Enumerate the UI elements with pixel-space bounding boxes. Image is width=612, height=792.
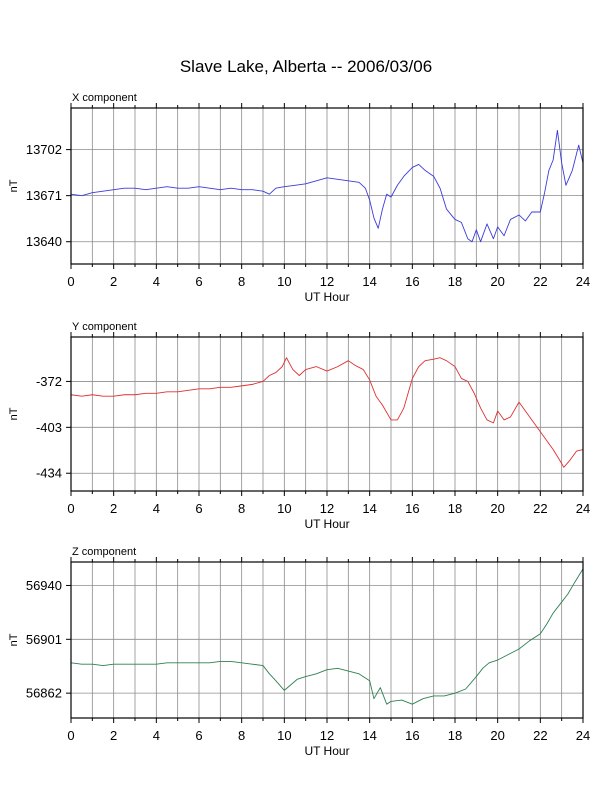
x-tick-label: 16: [405, 274, 419, 289]
x-axis-label: UT Hour: [304, 744, 349, 758]
x-tick-label: 22: [533, 274, 547, 289]
x-tick-label: 24: [576, 728, 590, 743]
x-tick-label: 18: [448, 274, 462, 289]
x-tick-label: 4: [153, 274, 160, 289]
x-tick-label: 2: [110, 274, 117, 289]
x-tick-label: 12: [320, 274, 334, 289]
x-tick-label: 20: [490, 728, 504, 743]
x-tick-label: 0: [67, 501, 74, 516]
panel-title: Y component: [72, 321, 137, 333]
data-series-line: [70, 568, 584, 705]
x-tick-label: 14: [362, 728, 376, 743]
y-tick-label: 13640: [26, 234, 62, 249]
data-series-line: [70, 357, 584, 468]
x-tick-label: 22: [533, 501, 547, 516]
panel-title: X component: [72, 92, 137, 104]
x-axis-label: UT Hour: [304, 290, 349, 304]
page-title: Slave Lake, Alberta -- 2006/03/06: [179, 57, 433, 76]
x-tick-label: 10: [277, 728, 291, 743]
x-tick-label: 22: [533, 728, 547, 743]
x-tick-label: 18: [448, 501, 462, 516]
x-tick-label: 6: [195, 501, 202, 516]
x-tick-label: 0: [67, 274, 74, 289]
x-tick-label: 4: [153, 501, 160, 516]
x-tick-label: 2: [110, 728, 117, 743]
x-tick-label: 10: [277, 501, 291, 516]
x-axis-label: UT Hour: [304, 517, 349, 531]
x-tick-label: 16: [405, 728, 419, 743]
x-tick-label: 12: [320, 728, 334, 743]
x-tick-label: 8: [238, 501, 245, 516]
x-tick-label: 2: [110, 501, 117, 516]
data-series-line: [70, 129, 584, 243]
x-tick-label: 0: [67, 728, 74, 743]
y-tick-label: -434: [36, 466, 62, 481]
x-tick-label: 16: [405, 501, 419, 516]
y-tick-label: 13671: [26, 188, 62, 203]
x-tick-label: 20: [490, 274, 504, 289]
x-tick-label: 12: [320, 501, 334, 516]
x-tick-label: 10: [277, 274, 291, 289]
x-tick-label: 20: [490, 501, 504, 516]
x-tick-label: 14: [362, 274, 376, 289]
x-tick-label: 4: [153, 728, 160, 743]
y-tick-label: -372: [36, 374, 62, 389]
x-tick-label: 8: [238, 274, 245, 289]
x-tick-label: 6: [195, 274, 202, 289]
x-tick-label: 6: [195, 728, 202, 743]
x-tick-label: 24: [576, 501, 590, 516]
y-tick-label: -403: [36, 420, 62, 435]
y-tick-label: 56862: [26, 686, 62, 701]
panel-title: Z component: [72, 546, 136, 558]
y-axis-label: nT: [8, 407, 20, 420]
x-tick-label: 24: [576, 274, 590, 289]
x-tick-label: 8: [238, 728, 245, 743]
y-tick-label: 56901: [26, 632, 62, 647]
y-axis-label: nT: [8, 179, 20, 192]
x-tick-label: 14: [362, 501, 376, 516]
x-tick-label: 18: [448, 728, 462, 743]
y-tick-label: 56940: [26, 578, 62, 593]
y-axis-label: nT: [8, 633, 20, 646]
y-tick-label: 13702: [26, 142, 62, 157]
